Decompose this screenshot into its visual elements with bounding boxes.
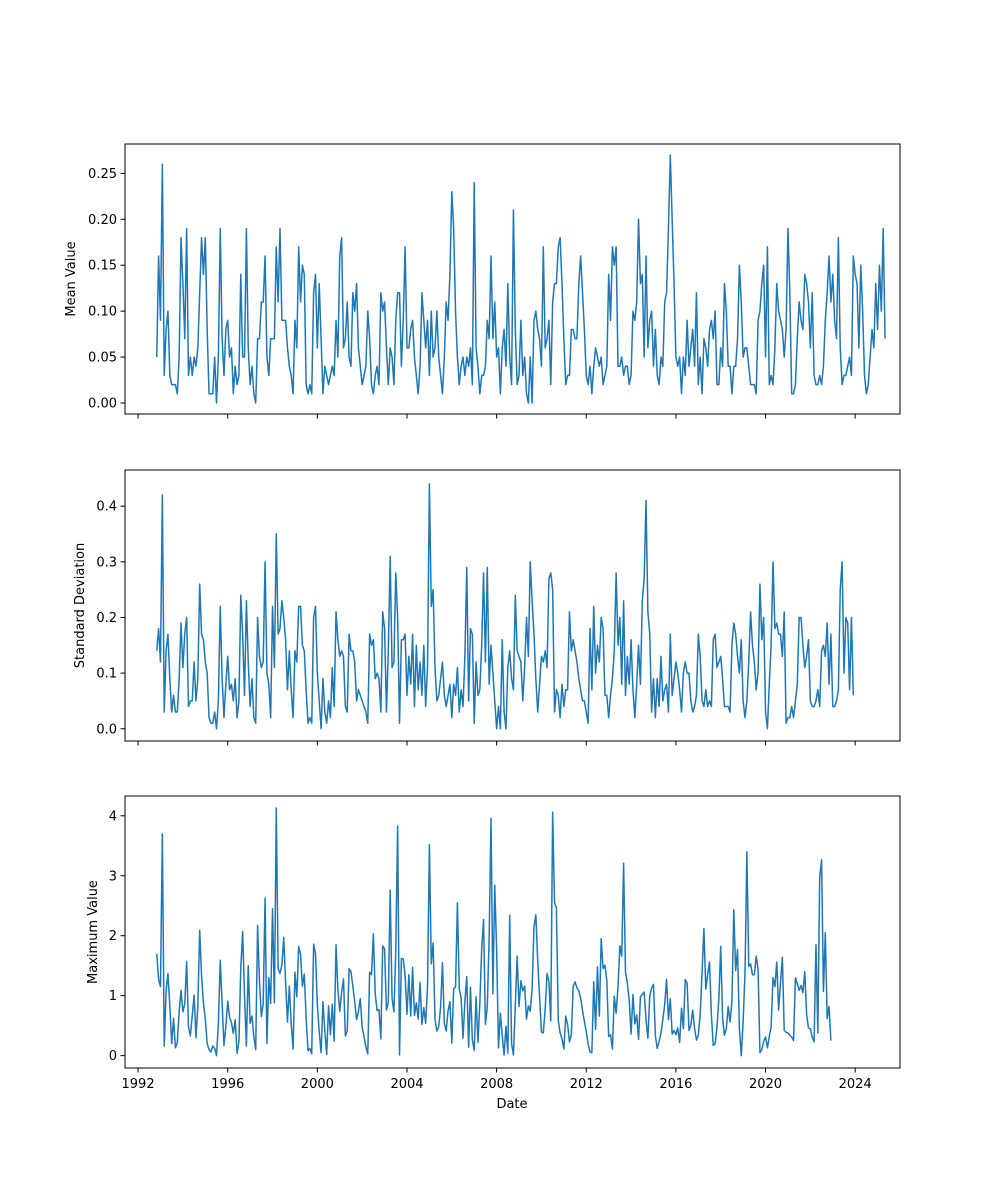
x-tick-label: 2004	[390, 1077, 423, 1092]
standard-deviation-y-tick-label: 0.2	[96, 611, 117, 626]
x-tick-label: 1992	[122, 1077, 155, 1092]
x-tick-label: 2008	[480, 1077, 513, 1092]
standard-deviation-axes-frame	[124, 469, 901, 742]
x-tick-label: 1996	[211, 1077, 244, 1092]
x-tick-label: 2024	[839, 1077, 872, 1092]
mean-value-y-tick-label: 0.10	[88, 305, 117, 320]
standard-deviation-y-tick-label: 0.1	[96, 667, 117, 682]
maximum-value-y-tick-label: 2	[109, 929, 117, 944]
maximum-value-y-axis-label: Maximum Value	[86, 880, 101, 984]
mean-value-y-tick-label: 0.20	[88, 213, 117, 228]
mean-value-y-axis-label: Mean Value	[64, 241, 79, 316]
standard-deviation-y-tick-label: 0.3	[96, 555, 117, 570]
standard-deviation-series-line	[156, 483, 855, 730]
standard-deviation-y-axis-label: Standard Deviation	[73, 543, 88, 668]
maximum-value-y-tick-label: 4	[109, 809, 117, 824]
x-tick-label: 2016	[659, 1077, 692, 1092]
mean-value-y-tick-label: 0.05	[88, 351, 117, 366]
mean-value-subplot: 0.00 0.05 0.10 0.15 0.20 0.25 Mean Value	[64, 143, 901, 419]
mean-value-y-tick-label: 0.25	[88, 167, 117, 182]
standard-deviation-subplot: 0.0 0.1 0.2 0.3 0.4 Standard Deviation	[73, 469, 901, 746]
x-tick-label: 2012	[570, 1077, 603, 1092]
mean-value-axes-frame	[124, 143, 901, 415]
maximum-value-y-tick-label: 3	[109, 869, 117, 884]
standard-deviation-y-tick-label: 0.4	[96, 500, 117, 515]
mean-value-series-line	[156, 154, 886, 404]
maximum-value-y-tick-label: 0	[109, 1049, 117, 1064]
maximum-value-axes-frame	[124, 795, 901, 1069]
mean-value-y-tick-label: 0.15	[88, 259, 117, 274]
standard-deviation-y-tick-label: 0.0	[96, 722, 117, 737]
x-axis-label: Date	[496, 1097, 527, 1112]
maximum-value-subplot: 0 1 2 3 4 Maximum Value 1992 1996 2000 2004 2008 20…	[86, 795, 901, 1092]
mean-value-y-tick-label: 0.00	[88, 396, 117, 411]
maximum-value-series-line	[156, 807, 832, 1057]
x-tick-label: 2000	[301, 1077, 334, 1092]
maximum-value-y-tick-label: 1	[109, 989, 117, 1004]
x-tick-label: 2020	[749, 1077, 782, 1092]
